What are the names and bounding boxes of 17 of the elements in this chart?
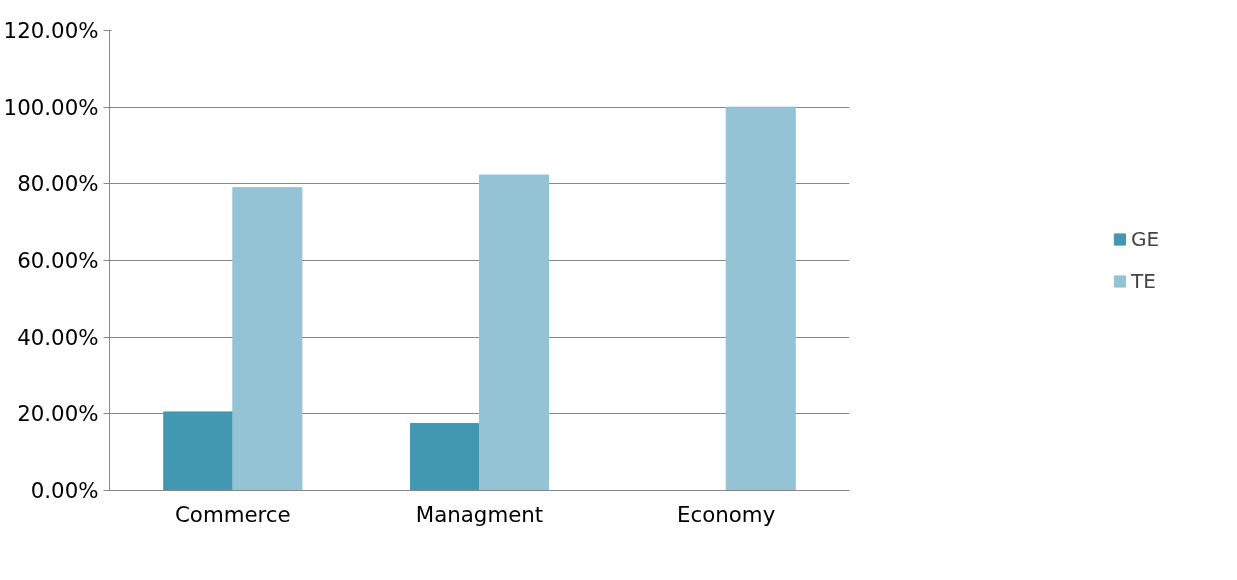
x-tick-label: Commerce bbox=[174, 501, 291, 527]
y-tick-label: 120.00% bbox=[3, 18, 99, 43]
x-tick-label: Managment bbox=[415, 501, 544, 527]
x-tick-label: Economy bbox=[677, 501, 776, 527]
y-tick-label: 20.00% bbox=[17, 401, 99, 427]
legend-label: GE bbox=[1130, 227, 1160, 251]
y-tick-label: 80.00% bbox=[17, 171, 99, 197]
bar bbox=[163, 411, 234, 491]
y-tick-label: 0.00% bbox=[30, 478, 99, 503]
bar bbox=[232, 187, 303, 491]
legend-label: TE bbox=[1130, 269, 1156, 293]
y-tick-label: 60.00% bbox=[17, 248, 99, 273]
bar bbox=[725, 106, 796, 491]
y-tick-label: 100.00% bbox=[3, 94, 99, 120]
bar bbox=[409, 422, 480, 491]
bar bbox=[479, 174, 550, 491]
y-tick-label: 40.00% bbox=[17, 324, 99, 350]
